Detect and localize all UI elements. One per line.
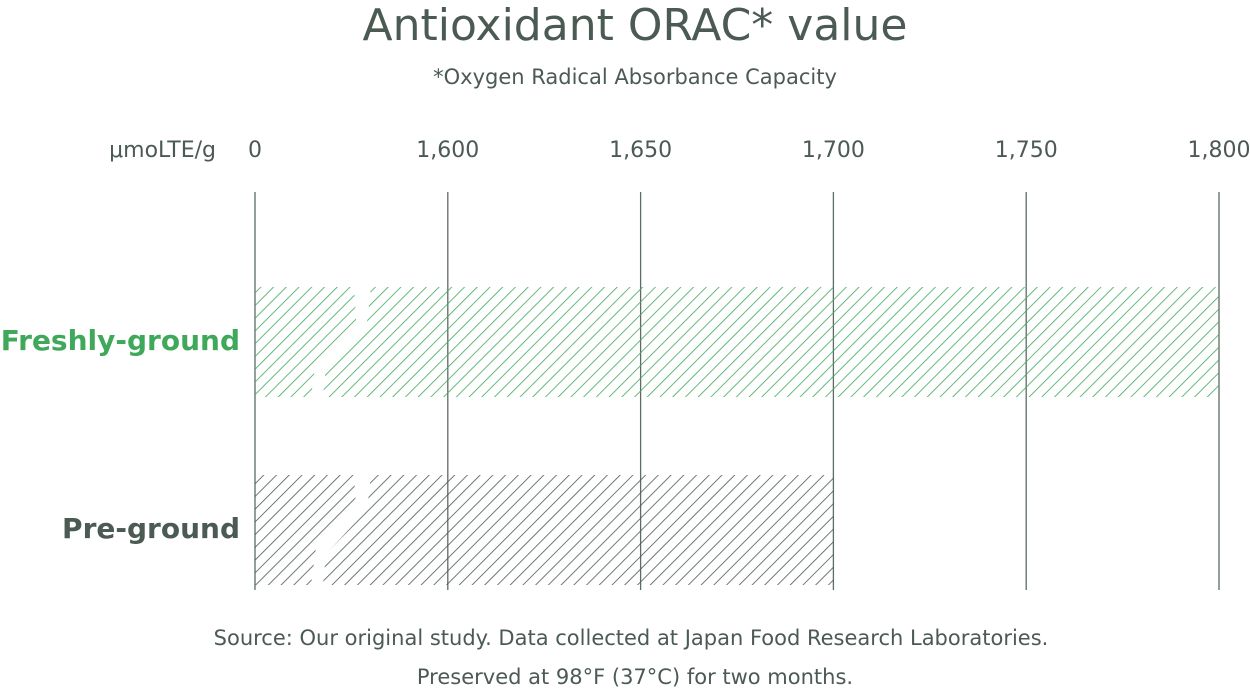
bar <box>255 287 1219 397</box>
x-tick-label: 1,800 <box>1188 138 1250 163</box>
axis-break <box>311 287 371 585</box>
category-label: Pre-ground <box>62 512 240 545</box>
x-tick-label: 1,700 <box>802 138 865 163</box>
x-tick-label: 1,750 <box>995 138 1058 163</box>
x-tick-label: 0 <box>248 138 262 163</box>
axis-label: μmoLTE/g <box>109 138 216 163</box>
footnote: Source: Our original study. Data collect… <box>214 626 1049 650</box>
break-mark <box>311 475 371 585</box>
chart-title: Antioxidant ORAC* value <box>363 0 908 51</box>
chart-subtitle: *Oxygen Radical Absorbance Capacity <box>433 65 837 89</box>
x-tick-label: 1,650 <box>609 138 672 163</box>
footnote: Preserved at 98°F (37°C) for two months. <box>417 665 853 689</box>
x-tick-label: 1,600 <box>416 138 479 163</box>
bar <box>255 475 834 585</box>
category-label: Freshly-ground <box>1 324 240 357</box>
break-mark <box>311 287 371 397</box>
